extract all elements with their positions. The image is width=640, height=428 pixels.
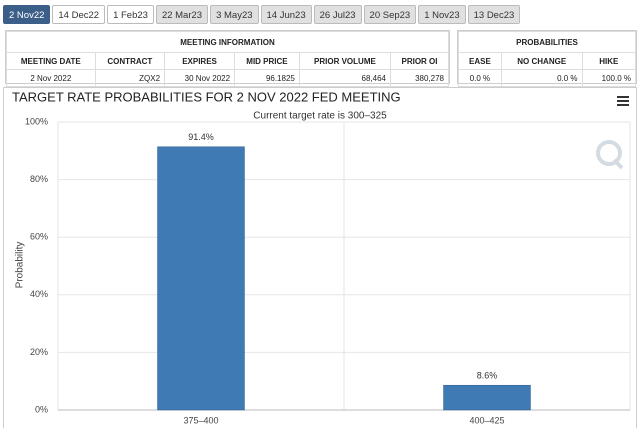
tab[interactable]: 1 Feb23 [107,5,154,24]
value-label: 91.4% [188,132,214,142]
tab[interactable]: 2 Nov22 [3,5,51,24]
menu-icon[interactable] [617,96,629,106]
cell: 100.0 % [581,69,637,87]
probabilities-table: PROBABILITIES EASE NO CHANGE HIKE 0.0 % 0.0 %… [458,31,637,87]
x-tick-label: 400–425 [469,415,504,425]
logo [596,140,624,170]
cell: 68,464 [298,69,391,87]
y-tick-label: 0% [35,404,48,414]
cell: 96.1825 [234,69,300,87]
cell: 0.0 % [458,69,502,87]
y-tick-label: 40% [30,289,48,299]
tab[interactable]: 14 Dec22 [52,5,106,24]
data-row: 2 Nov 2022 ZQX2 30 Nov 2022 96.1825 68,464 38… [6,69,450,87]
tab[interactable]: 3 May23 [210,5,259,24]
y-tick-label: 60% [30,232,48,242]
cell: ZQX2 [94,69,166,87]
tab[interactable]: 22 Mar23 [155,5,209,24]
tab[interactable]: 26 Jul23 [313,5,362,24]
tab[interactable]: 14 Jun23 [260,5,312,24]
bar [443,384,531,411]
meeting-table: MEETING INFORMATION MEETING DATE CONTRACT E… [6,31,450,87]
tab-bar: 2 Nov22 14 Dec22 1 Feb23 22 Mar23 3 May23 14 … [3,5,521,24]
y-tick-label: 20% [30,347,48,357]
chart-subtitle: Current target rate is 300–325 [253,111,387,122]
cell: 2 Nov 2022 [6,69,96,87]
value-label: 8.6% [477,371,498,381]
chart-panel [3,87,637,428]
x-tick-label: 375–400 [183,415,218,425]
tab[interactable]: 20 Sep23 [363,5,417,24]
tab[interactable]: 13 Dec23 [467,5,521,24]
chart-title: TARGET RATE PROBABILITIES FOR 2 NOV 2022… [12,89,401,104]
cell: 380,278 [389,69,450,87]
meeting-info-box: MEETING INFORMATION MEETING DATE CONTRACT E… [5,30,450,87]
y-axis-label: Probability [15,242,26,289]
data-row: 0.0 % 0.0 % 100.0 % [458,69,637,87]
y-tick-label: 100% [25,116,48,126]
bar [157,146,245,411]
y-tick-label: 80% [30,174,48,184]
tab[interactable]: 1 Nov23 [418,5,466,24]
probabilities-box: PROBABILITIES EASE NO CHANGE HIKE 0.0 % 0.0 %… [457,30,637,87]
cell: 30 Nov 2022 [164,69,236,87]
